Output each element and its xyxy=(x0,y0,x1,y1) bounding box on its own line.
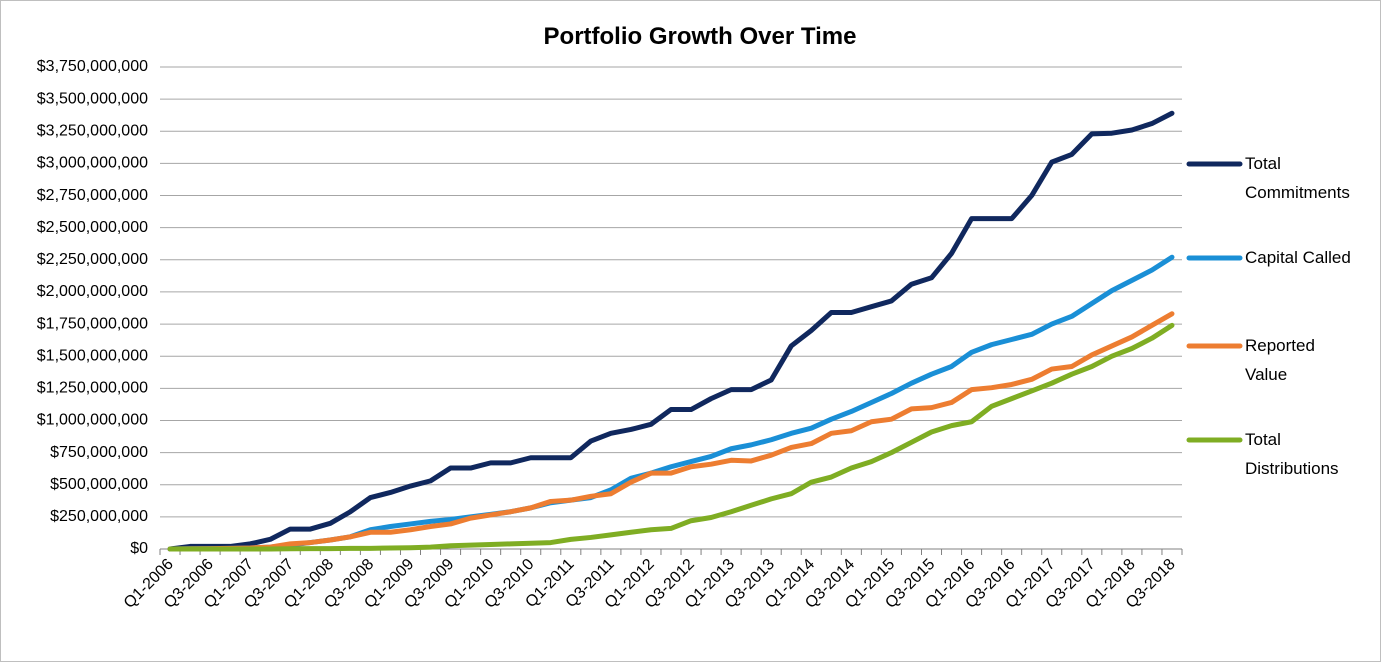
y-tick-label: $2,500,000,000 xyxy=(37,219,148,236)
chart-title: Portfolio Growth Over Time xyxy=(544,23,857,50)
y-tick-label: $500,000,000 xyxy=(50,476,148,493)
y-tick-label: $0 xyxy=(130,540,148,557)
legend-label: Total Distributions xyxy=(1245,430,1339,478)
legend-label: Total Commitments xyxy=(1245,154,1350,202)
y-tick-label: $250,000,000 xyxy=(50,508,148,525)
y-tick-label: $3,750,000,000 xyxy=(37,58,148,75)
series-line xyxy=(167,110,1175,552)
legend-label: Reported Value xyxy=(1245,336,1315,384)
legend-label: Capital Called xyxy=(1245,248,1351,267)
series-line xyxy=(167,322,1175,552)
y-tick-label: $750,000,000 xyxy=(50,444,148,461)
y-tick-label: $2,750,000,000 xyxy=(37,187,148,204)
y-tick-label: $3,000,000,000 xyxy=(37,155,148,172)
y-tick-label: $1,000,000,000 xyxy=(37,412,148,429)
y-tick-label: $2,000,000,000 xyxy=(37,283,148,300)
y-tick-label: $1,250,000,000 xyxy=(37,380,148,397)
series-line xyxy=(167,311,1175,552)
y-tick-label: $1,500,000,000 xyxy=(37,347,148,364)
y-tick-label: $3,250,000,000 xyxy=(37,122,148,139)
y-tick-label: $2,250,000,000 xyxy=(37,251,148,268)
series-line xyxy=(167,254,1175,552)
y-tick-label: $1,750,000,000 xyxy=(37,315,148,332)
y-tick-label: $3,500,000,000 xyxy=(37,90,148,107)
